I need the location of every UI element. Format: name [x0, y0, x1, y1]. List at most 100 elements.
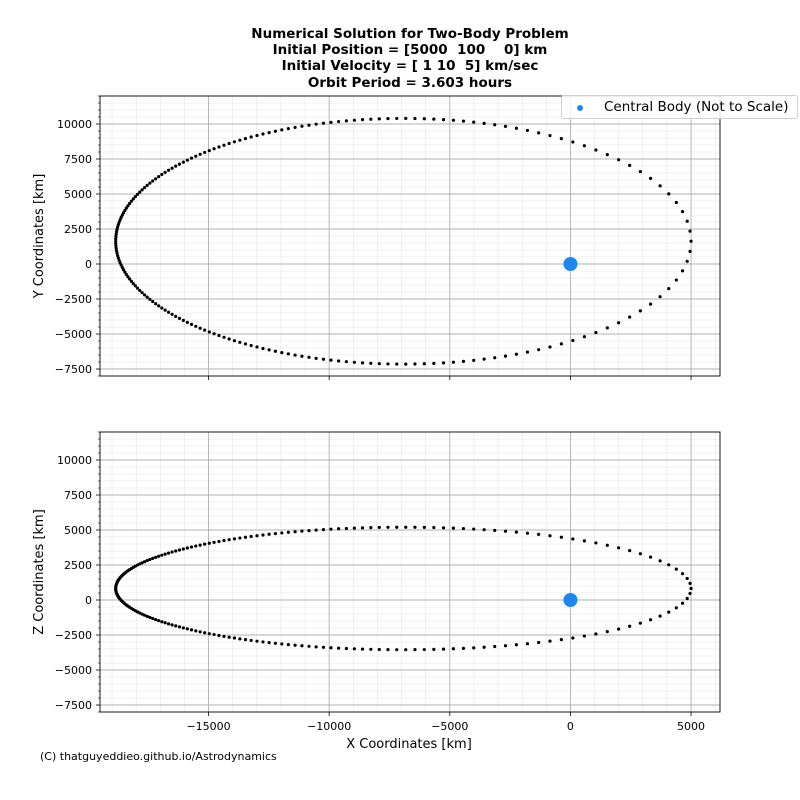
orbit-point	[286, 642, 290, 647]
orbit-point	[441, 118, 446, 122]
orbit-point	[432, 117, 436, 121]
orbit-point	[571, 636, 575, 640]
orbit-point	[413, 116, 417, 121]
orbit-point	[203, 631, 207, 635]
orbit-point	[249, 534, 253, 539]
orbit-point	[131, 197, 135, 201]
orbit-point	[404, 648, 408, 652]
orbit-point	[267, 130, 271, 135]
orbit-point	[482, 528, 486, 532]
orbit-point	[148, 297, 152, 301]
orbit-point	[377, 117, 381, 121]
orbit-point	[170, 623, 174, 627]
legend: Central Body (Not to Scale)	[561, 95, 798, 119]
orbit-point	[352, 118, 356, 122]
orbit-point	[688, 581, 692, 586]
orbit-point	[689, 586, 693, 591]
central-body-marker	[563, 257, 578, 271]
orbit-point	[120, 265, 124, 269]
orbit-point	[377, 525, 381, 530]
orbit-point	[571, 338, 575, 343]
orbit-point	[386, 648, 390, 652]
orbit-point	[151, 299, 155, 304]
orbit-point	[163, 552, 167, 556]
orbit-point	[658, 614, 662, 618]
orbit-point	[395, 525, 399, 529]
orbit-point	[243, 136, 248, 141]
orbit-point	[472, 358, 476, 362]
orbit-point	[238, 637, 242, 641]
orbit-point	[451, 360, 456, 364]
orbit-point	[123, 208, 127, 213]
orbit-point	[238, 536, 242, 540]
orbit-point	[432, 647, 436, 651]
orbit-point	[482, 645, 486, 649]
orbit-point	[582, 634, 586, 638]
y-tick-label: 5000	[64, 188, 92, 201]
orbit-point	[352, 360, 356, 364]
orbit-point	[129, 199, 134, 203]
orbit-point	[255, 639, 259, 643]
orbit-point	[548, 133, 552, 138]
orbit-point	[461, 526, 466, 531]
orbit-point	[336, 646, 341, 650]
orbit-point	[559, 136, 563, 141]
orbit-point	[151, 616, 155, 621]
y-tick-label: −2500	[55, 629, 92, 642]
y-tick-label: 7500	[64, 153, 92, 166]
y-tick-label: 10000	[57, 118, 92, 131]
orbit-point	[537, 532, 541, 536]
orbit-point	[177, 162, 182, 166]
orbit-point	[227, 141, 231, 146]
orbit-point	[395, 116, 399, 121]
legend-label-central-body: Central Body (Not to Scale)	[604, 99, 789, 115]
orbit-point	[267, 641, 271, 645]
orbit-point	[185, 627, 189, 631]
orbit-point	[243, 535, 248, 539]
orbit-point	[142, 613, 147, 617]
orbit-point	[273, 641, 277, 645]
orbit-point	[154, 555, 158, 559]
orbit-point	[344, 526, 349, 531]
orbit-point	[503, 354, 508, 358]
orbit-point	[638, 309, 642, 313]
orbit-point	[300, 354, 304, 358]
orbit-point	[571, 140, 575, 144]
orbit-point	[314, 528, 318, 532]
orbit-point	[617, 627, 621, 631]
orbit-point	[174, 314, 178, 318]
orbit-point	[369, 647, 373, 651]
orbit-point	[280, 531, 284, 535]
orbit-point	[493, 644, 497, 649]
orbit-point	[181, 160, 185, 164]
orbit-point	[194, 629, 198, 633]
orbit-point	[194, 324, 198, 328]
orbit-point	[559, 535, 563, 539]
orbit-point	[605, 630, 609, 634]
orbit-point	[472, 120, 476, 124]
orbit-point	[461, 119, 466, 123]
orbit-point	[344, 646, 349, 651]
orbit-point	[114, 232, 118, 236]
orbit-point	[377, 362, 381, 366]
orbit-point	[605, 153, 609, 157]
orbit-point	[128, 201, 132, 206]
orbit-point	[514, 126, 518, 130]
orbit-point	[280, 128, 284, 132]
orbit-point	[232, 140, 237, 144]
orbit-point	[525, 350, 530, 354]
orbit-point	[685, 576, 689, 581]
orbit-point	[189, 545, 194, 549]
orbit-point	[154, 617, 158, 622]
title-line-1: Numerical Solution for Two-Body Problem	[251, 26, 569, 42]
y-tick-label: −2500	[55, 293, 92, 306]
orbit-point	[667, 563, 671, 567]
orbit-point	[121, 211, 126, 215]
orbit-point	[273, 129, 277, 133]
orbit-point	[321, 121, 326, 125]
orbit-point	[548, 639, 552, 643]
orbit-point	[680, 210, 685, 214]
y-tick-label: 5000	[64, 524, 92, 537]
orbit-point	[194, 544, 198, 548]
orbit-point	[227, 337, 231, 341]
